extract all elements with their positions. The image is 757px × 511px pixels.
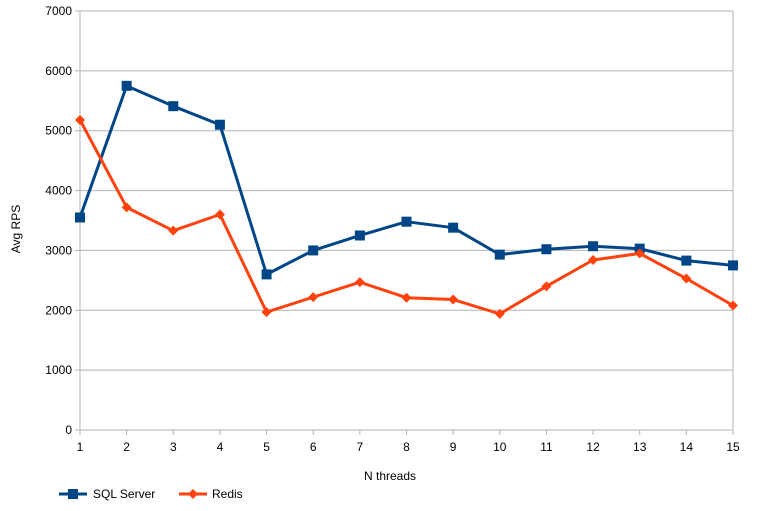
data-point-redis (494, 308, 505, 319)
x-axis-title: N threads (364, 469, 416, 483)
legend-item-redis: Redis (179, 487, 243, 501)
data-point-sql-server (168, 101, 179, 112)
x-tick-label: 11 (540, 440, 553, 454)
x-tick-label: 8 (403, 440, 410, 454)
data-point-sql-server (354, 230, 365, 241)
data-point-redis (634, 248, 645, 259)
data-point-sql-server (401, 216, 412, 227)
x-tick-label: 14 (680, 440, 694, 454)
x-tick-label: 1 (77, 440, 84, 454)
x-tick-label: 13 (633, 440, 647, 454)
data-point-sql-server (494, 249, 505, 260)
data-point-redis (261, 307, 272, 318)
x-tick-label: 10 (493, 440, 507, 454)
x-tick-label: 3 (170, 440, 177, 454)
data-point-redis (168, 225, 179, 236)
y-tick-label: 1000 (45, 363, 72, 377)
y-tick-label: 6000 (45, 64, 72, 78)
data-point-redis (121, 202, 132, 213)
legend-marker-redis (188, 489, 198, 499)
data-point-redis (354, 277, 365, 288)
data-point-sql-server (681, 255, 692, 266)
y-tick-label: 5000 (45, 124, 72, 138)
gridlines (80, 10, 733, 431)
series-layer (75, 80, 738, 319)
data-point-redis (401, 292, 412, 303)
y-axis-title: Avg RPS (9, 205, 23, 253)
data-point-sql-server (588, 241, 599, 252)
y-tick-label: 7000 (45, 4, 72, 18)
data-point-redis (448, 294, 459, 305)
data-point-redis (588, 255, 599, 266)
x-tick-label: 7 (357, 440, 364, 454)
data-point-sql-server (121, 80, 132, 91)
series-sql-server (75, 80, 738, 280)
data-point-sql-server (261, 269, 272, 280)
legend-item-sql-server: SQL Server (59, 487, 155, 501)
x-tick-label: 15 (726, 440, 740, 454)
data-point-redis (75, 114, 85, 125)
x-tick-label: 4 (217, 440, 224, 454)
legend-label-redis: Redis (212, 487, 243, 501)
legend-marker-sql-server (68, 489, 78, 499)
y-tick-label: 0 (65, 423, 72, 437)
x-tick-label: 5 (263, 440, 270, 454)
x-tick-label: 12 (586, 440, 600, 454)
y-tick-label: 3000 (45, 243, 72, 257)
x-tick-label: 9 (450, 440, 457, 454)
data-point-sql-server (541, 244, 552, 255)
data-point-sql-server (308, 245, 319, 256)
y-tick-label: 4000 (45, 184, 72, 198)
series-redis (75, 114, 738, 319)
data-point-sql-server (728, 260, 738, 271)
data-point-redis (308, 292, 319, 303)
y-tick-label: 2000 (45, 303, 72, 317)
data-point-sql-server (214, 119, 225, 130)
data-point-redis (541, 281, 552, 292)
data-point-sql-server (75, 212, 85, 223)
x-tick-label: 6 (310, 440, 317, 454)
legend-label-sql-server: SQL Server (93, 487, 155, 501)
data-point-redis (681, 273, 692, 284)
data-point-redis (728, 300, 738, 311)
data-point-sql-server (448, 222, 459, 233)
data-point-redis (214, 209, 225, 220)
x-tick-label: 2 (123, 440, 130, 454)
legend: SQL Server Redis (59, 487, 243, 501)
